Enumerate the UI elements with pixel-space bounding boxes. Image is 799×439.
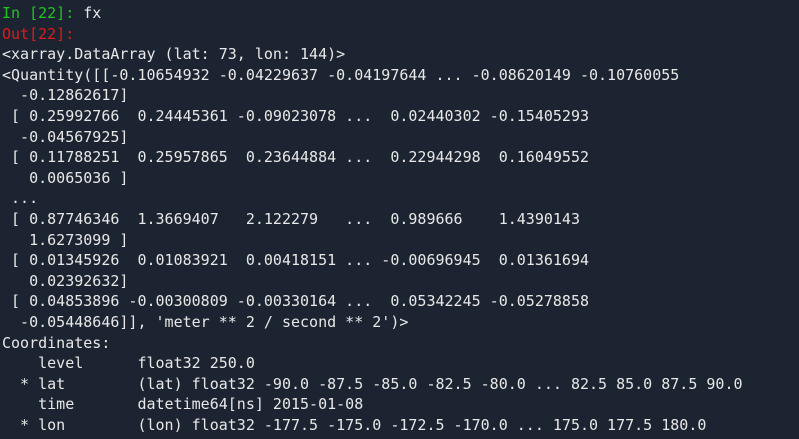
output-line: 0.0065036 ] [2,168,129,187]
output-line: -0.05448646]], 'meter ** 2 / second ** 2… [2,312,409,331]
output-line: [ 0.25992766 0.24445361 -0.09023078 ... … [2,106,589,125]
coordinate-row-time: time datetime64[ns] 2015-01-08 [2,395,364,414]
input-prompt-line: In [22]: fx [2,3,799,24]
output-line: -0.12862617] [2,86,129,105]
output-line: [ 0.04853896 -0.00300809 -0.00330164 ...… [2,292,589,311]
in-prompt-command: fx [74,4,102,22]
output-line: <Quantity([[-0.10654932 -0.04229637 -0.0… [2,65,680,84]
coordinate-row-lon: * lon (lon) float32 -177.5 -175.0 -172.5… [2,415,707,434]
output-line: <xarray.DataArray (lat: 73, lon: 144)> [2,45,346,64]
output-line: [ 0.01345926 0.01083921 0.00418151 ... -… [2,251,589,270]
output-line: 1.6273099 ] [2,230,129,249]
output-line: -0.04567925] [2,127,129,146]
output-prompt-line: Out[22]: [2,24,799,45]
output-line: [ 0.11788251 0.25957865 0.23644884 ... 0… [2,148,589,167]
coordinates-heading: Coordinates: [2,333,111,352]
output-line: 0.02392632] [2,271,129,290]
coordinate-row-level: level float32 250.0 [2,354,255,373]
output-line: [ 0.87746346 1.3669407 2.122279 ... 0.98… [2,209,580,228]
out-prompt-label: Out[22]: [2,24,75,43]
in-prompt-label: In [22]: [2,4,75,22]
coordinate-row-lat: * lat (lat) float32 -90.0 -87.5 -85.0 -8… [2,374,743,393]
output-line-ellipsis: ... [2,189,39,208]
